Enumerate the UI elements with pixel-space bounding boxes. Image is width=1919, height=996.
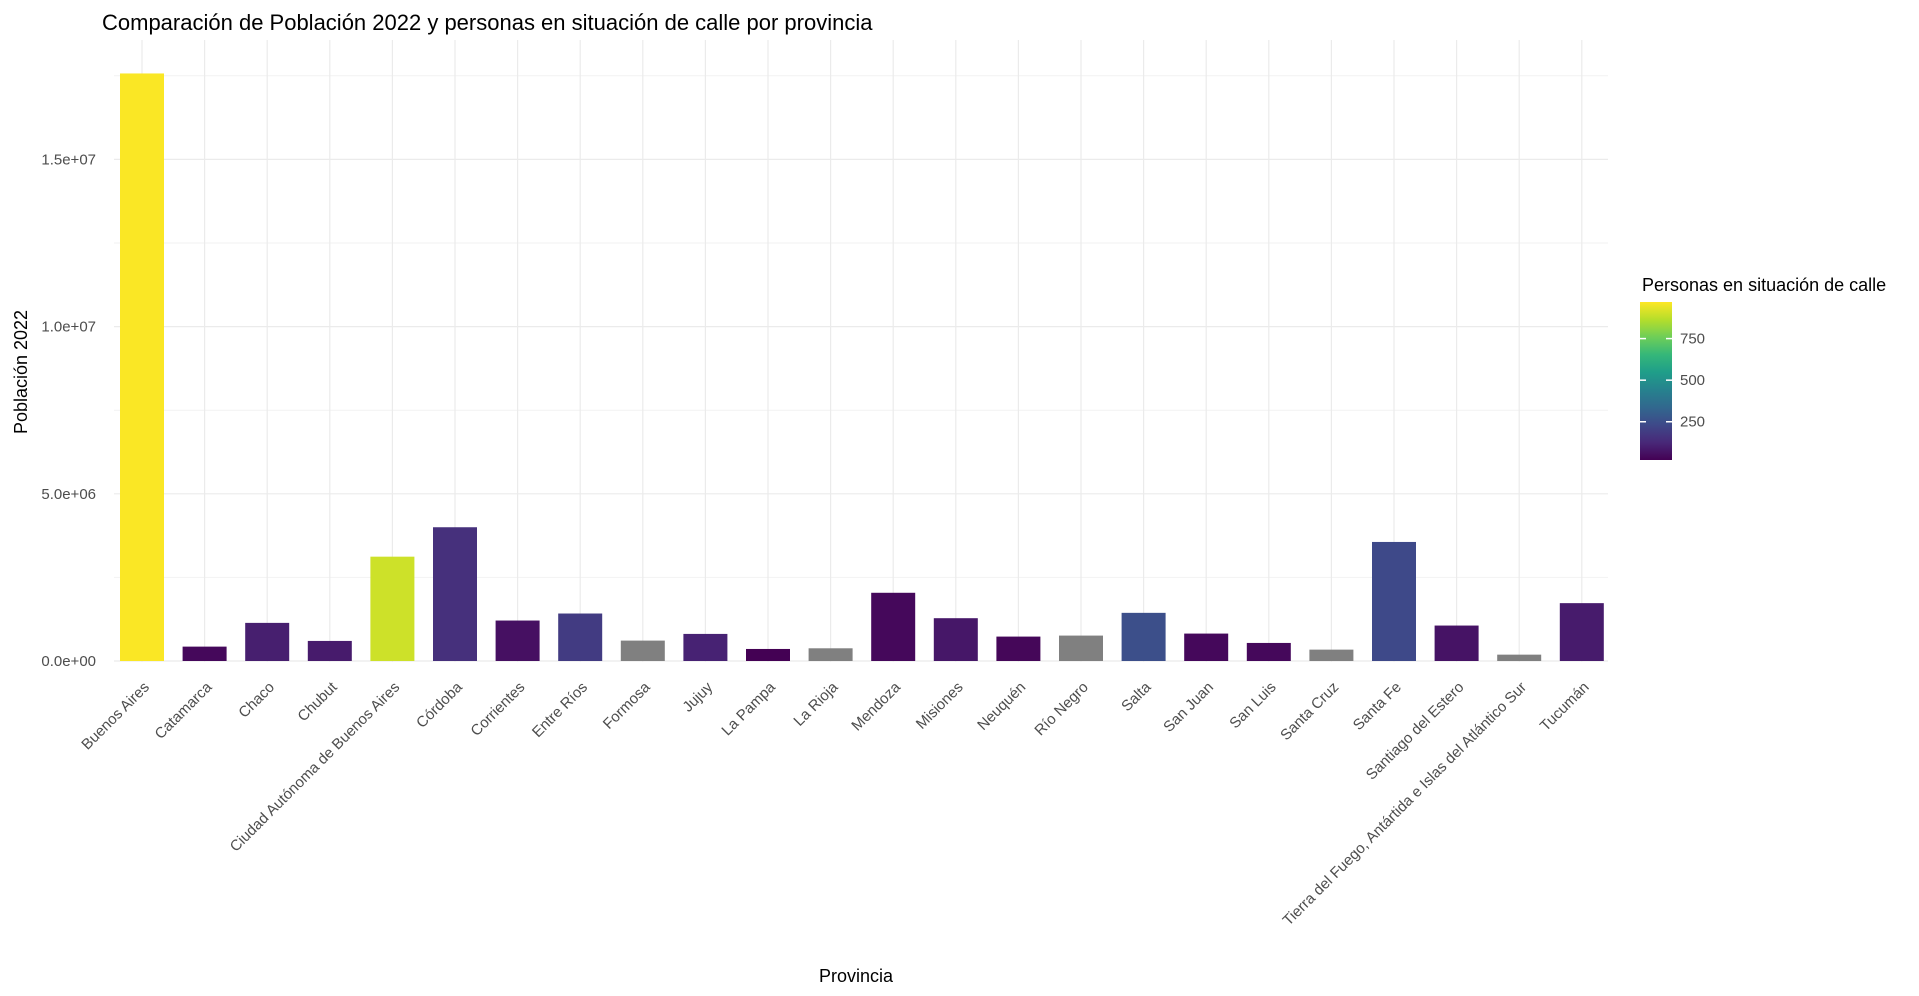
legend-tick-label: 250 (1680, 414, 1705, 431)
y-axis-ticks: 0.0e+00 5.0e+06 1.0e+07 1.5e+07 (41, 151, 96, 670)
bar (1559, 603, 1604, 661)
bar (558, 613, 603, 661)
x-tick-label: San Luis (1226, 679, 1279, 732)
legend: Personas en situación de calle 250 500 750 (1640, 275, 1886, 460)
chart-title: Comparación de Población 2022 y personas… (102, 10, 873, 35)
bar (871, 592, 916, 661)
x-tick-label: Santa Fe (1350, 679, 1405, 734)
bar (1372, 541, 1416, 661)
bar (120, 73, 164, 661)
bar (683, 633, 728, 661)
y-tick-label: 5.0e+06 (41, 486, 96, 503)
bar (808, 648, 853, 661)
bars-layer (120, 73, 1604, 661)
x-tick-label: Chaco (235, 679, 278, 722)
bar (620, 640, 665, 661)
x-tick-label: Jujuy (679, 678, 716, 715)
legend-title: Personas en situación de calle (1642, 275, 1886, 295)
x-tick-label: Tierra del Fuego, Antártida e Islas del … (1280, 679, 1530, 929)
x-tick-label: Neuquén (974, 679, 1029, 734)
x-tick-label: La Pampa (718, 678, 779, 739)
legend-tick-label: 750 (1680, 331, 1705, 348)
x-tick-label: Catamarca (152, 678, 216, 742)
bar (307, 640, 352, 661)
x-tick-label: Chubut (294, 678, 341, 725)
x-tick-label: Buenos Aires (78, 679, 153, 754)
bar (996, 636, 1041, 661)
bar (1121, 612, 1166, 661)
bar (1434, 625, 1479, 661)
x-tick-label: Salta (1118, 678, 1155, 715)
bar (933, 618, 978, 661)
bar (746, 648, 790, 661)
y-axis-title: Población 2022 (11, 310, 31, 434)
bar (370, 556, 415, 661)
x-tick-label: Tucumán (1537, 679, 1593, 735)
x-tick-label: Río Negro (1031, 679, 1091, 739)
x-tick-label: Formosa (600, 678, 654, 732)
x-tick-label: Mendoza (848, 678, 904, 734)
y-tick-label: 1.5e+07 (41, 151, 96, 168)
x-tick-label: Entre Ríos (529, 679, 591, 741)
bar (1497, 654, 1542, 661)
legend-colorbar (1640, 302, 1672, 460)
legend-tick-label: 500 (1680, 372, 1705, 389)
bar (1246, 642, 1291, 661)
x-axis-title: Provincia (819, 966, 894, 986)
x-tick-label: Santa Cruz (1277, 679, 1342, 744)
bar (495, 620, 540, 661)
bar (1059, 635, 1103, 661)
x-tick-label: Misiones (913, 679, 967, 733)
x-tick-label: San Juan (1160, 679, 1217, 736)
bar (433, 527, 477, 661)
bar (245, 622, 290, 661)
x-tick-label: Córdoba (413, 678, 466, 731)
x-tick-label: Corrientes (467, 679, 528, 740)
y-tick-label: 0.0e+00 (41, 653, 96, 670)
x-tick-label: La Rioja (790, 678, 841, 729)
bar (182, 646, 227, 661)
legend-ticks: 250 500 750 (1640, 331, 1705, 431)
bar (1184, 633, 1229, 661)
y-tick-label: 1.0e+07 (41, 319, 96, 336)
bar (1309, 649, 1354, 661)
